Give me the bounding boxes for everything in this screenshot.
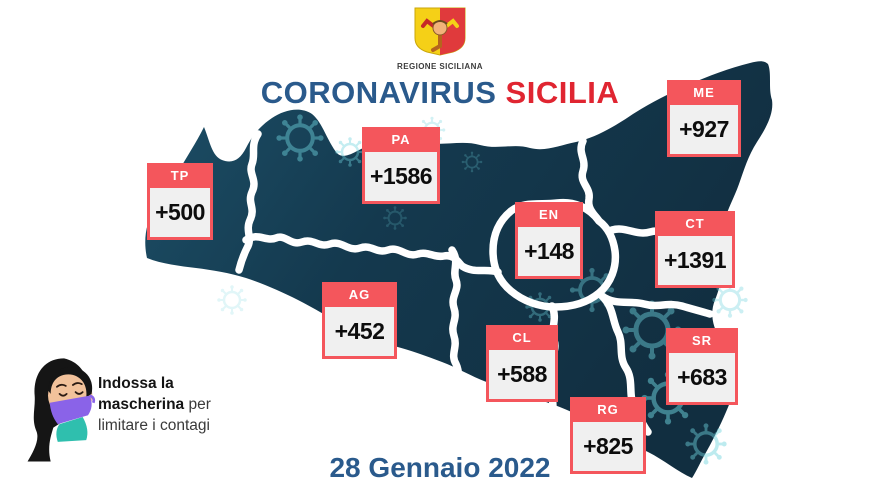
mask-message-regular: per limitare i contagi [98,395,211,434]
province-box-cl: CL +588 [486,325,558,402]
logo-caption: REGIONE SICILIANA [397,62,483,71]
province-code: CT [685,216,705,231]
mask-message-bold: Indossa la mascherina [98,375,185,413]
province-value: +500 [150,188,210,237]
province-code: CL [512,330,532,345]
province-code: EN [538,207,560,222]
province-value: +683 [669,353,735,402]
province-code: PA [391,132,411,147]
province-value: +588 [489,350,555,399]
mask-message: Indossa la mascherina per limitare i con… [98,374,250,437]
province-box-rg: RG +825 [570,397,646,474]
title-sicilia: SICILIA [505,75,620,110]
province-box-ag: AG +452 [322,282,397,359]
regione-siciliana-logo: REGIONE SICILIANA [385,6,495,71]
trinacria-shield-icon [414,7,466,56]
province-box-pa: PA +1586 [362,127,440,204]
province-value: +452 [325,307,394,356]
province-box-en: EN +148 [515,202,583,279]
title-coronavirus: CORONAVIRUS [260,75,497,110]
province-box-me: ME +927 [667,80,741,157]
province-code: RG [597,402,619,417]
province-box-sr: SR +683 [666,328,738,405]
province-code: AG [348,287,371,302]
province-value: +148 [518,227,580,276]
province-value: +1586 [365,152,437,201]
page-title: CORONAVIRUS SICILIA [0,75,880,111]
province-value: +927 [670,105,738,154]
virus-icon [334,136,366,168]
province-code: TP [170,168,190,183]
province-box-ct: CT +1391 [655,211,735,288]
province-code: ME [693,85,715,100]
province-code: SR [691,333,713,348]
date-label: 28 Gennaio 2022 [329,452,551,483]
province-value: +825 [573,422,643,471]
virus-icon [216,284,248,316]
province-value: +1391 [658,236,732,285]
header: REGIONE SICILIANA CORONAVIRUS SICILIA [0,0,880,111]
province-box-tp: TP +500 [147,163,213,240]
masked-woman-illustration [27,358,96,462]
